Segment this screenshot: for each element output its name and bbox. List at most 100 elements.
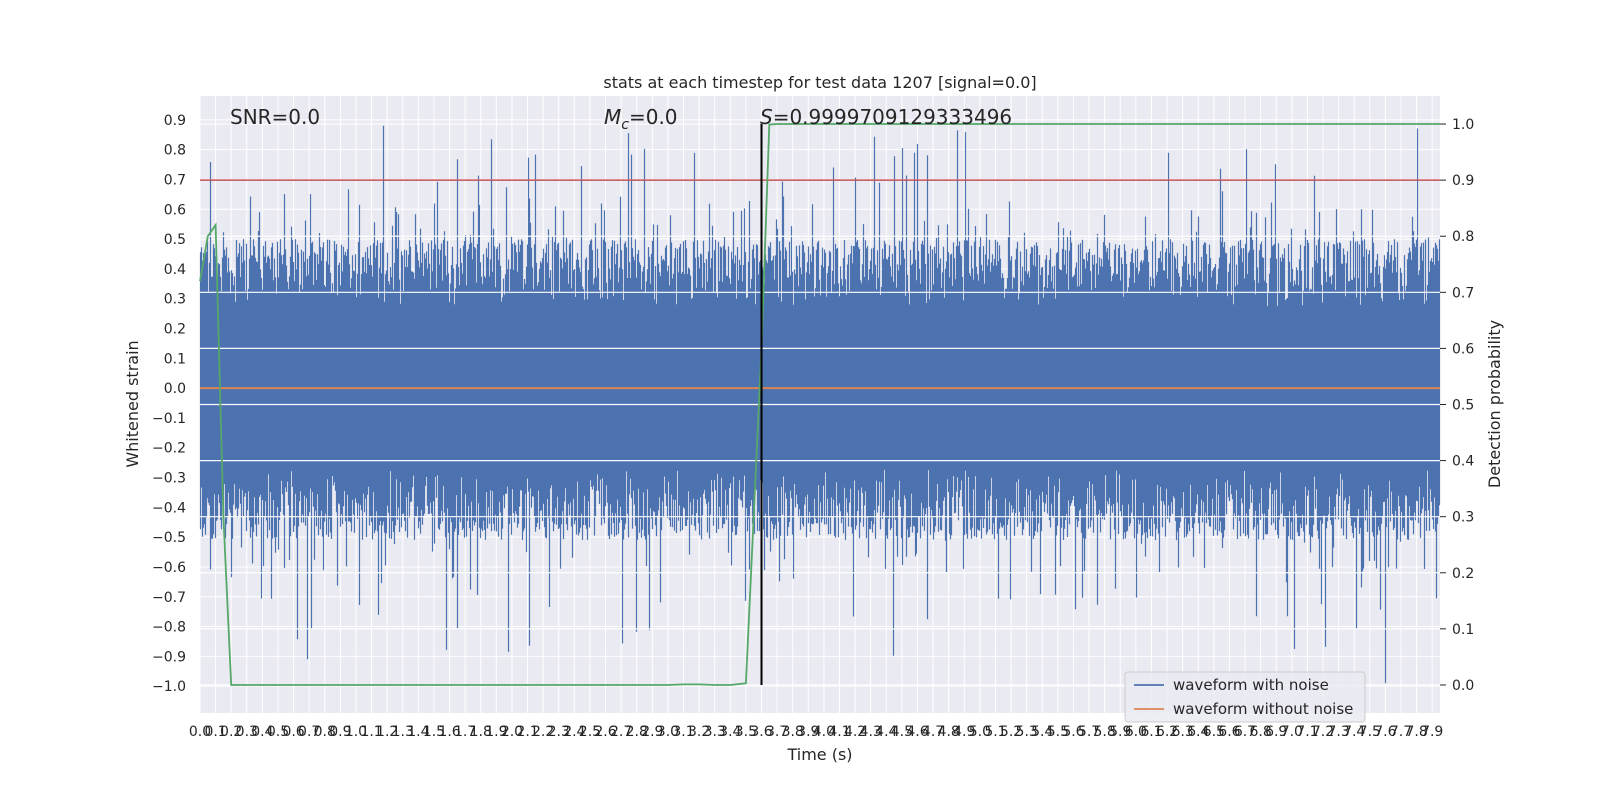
x-tick-label: 2.8 <box>626 724 648 740</box>
y-right-tick-label: 0.9 <box>1452 173 1474 189</box>
x-axis-label: Time (s) <box>786 745 852 764</box>
x-tick-label: 1.6 <box>438 724 460 740</box>
y-tick-label: −0.2 <box>152 441 186 457</box>
x-tick-label: 7.2 <box>1312 724 1334 740</box>
legend: waveform with noise waveform without noi… <box>1124 671 1366 723</box>
legend-label-noise: waveform with noise <box>1173 676 1329 694</box>
x-tick-label: 6.8 <box>1249 724 1271 740</box>
mc-annotation: Mc=0.0 <box>604 105 678 133</box>
y-axis-label: Whitened strain <box>123 340 142 467</box>
x-tick-label: 4.5 <box>891 724 913 740</box>
x-tick-label: 0.3 <box>236 724 258 740</box>
legend-box <box>1124 671 1366 723</box>
y-tick-label: −0.4 <box>152 500 186 516</box>
x-tick-label: 6.9 <box>1265 724 1287 740</box>
x-tick-label: 1.0 <box>345 724 367 740</box>
x-tick-label: 0.7 <box>298 724 320 740</box>
x-tick-label: 5.0 <box>969 724 991 740</box>
x-tick-label: 6.3 <box>1172 724 1194 740</box>
x-tick-label: 7.9 <box>1421 724 1443 740</box>
legend-label-clean: waveform without noise <box>1173 700 1353 718</box>
x-tick-label: 5.1 <box>984 724 1006 740</box>
x-tick-label: 3.7 <box>766 724 788 740</box>
x-tick-label: 3.0 <box>657 724 679 740</box>
x-tick-label: 7.6 <box>1374 724 1396 740</box>
x-tick-label: 3.8 <box>782 724 804 740</box>
y-tick-label: 0.2 <box>164 321 186 337</box>
x-tick-label: 6.2 <box>1156 724 1178 740</box>
y-right-tick-label: 0.2 <box>1452 566 1474 582</box>
x-tick-label: 2.2 <box>532 724 554 740</box>
x-tick-label: 2.7 <box>610 724 632 740</box>
x-tick-label: 6.0 <box>1125 724 1147 740</box>
x-tick-label: 7.0 <box>1281 724 1303 740</box>
x-tick-label: 5.8 <box>1094 724 1116 740</box>
mc-value: =0.0 <box>629 105 678 129</box>
y-right-tick-label: 0.8 <box>1452 229 1474 245</box>
y-right-tick-label: 0.1 <box>1452 622 1474 638</box>
y-tick-label: 0.4 <box>164 262 186 278</box>
y-tick-label: −0.7 <box>152 590 186 606</box>
x-tick-label: 2.9 <box>641 724 663 740</box>
x-tick-label: 6.1 <box>1140 724 1162 740</box>
y-right-tick-label: 0.7 <box>1452 285 1474 301</box>
y-right-tick-label: 0.0 <box>1452 678 1474 694</box>
mc-symbol: M <box>604 105 621 129</box>
x-tick-label: 2.5 <box>579 724 601 740</box>
x-tick-label: 7.4 <box>1343 724 1365 740</box>
x-tick-label: 2.4 <box>563 724 585 740</box>
x-tick-label: 4.6 <box>906 724 928 740</box>
s-value: =0.9999709129333496 <box>773 105 1012 129</box>
y-tick-label: −0.9 <box>152 649 186 665</box>
y-tick-label: 0.0 <box>164 381 186 397</box>
y-right-axis-label: Detection probability <box>1485 320 1504 488</box>
x-tick-label: 4.7 <box>922 724 944 740</box>
mc-subscript: c <box>621 117 629 133</box>
x-tick-label: 1.2 <box>376 724 398 740</box>
x-tick-label: 7.8 <box>1405 724 1427 740</box>
x-tick-label: 3.9 <box>797 724 819 740</box>
x-tick-label: 7.3 <box>1327 724 1349 740</box>
x-tick-label: 4.2 <box>844 724 866 740</box>
y-tick-label: 0.1 <box>164 351 186 367</box>
y-tick-label: 0.3 <box>164 292 186 308</box>
y-tick-label: −0.5 <box>152 530 186 546</box>
x-tick-label: 3.5 <box>735 724 757 740</box>
detection-probability-line <box>199 123 1440 686</box>
x-tick-label: 3.3 <box>704 724 726 740</box>
snr-annotation: SNR=0.0 <box>230 105 320 129</box>
x-tick-label: 0.0 <box>189 724 211 740</box>
x-tick-label: 4.8 <box>938 724 960 740</box>
x-tick-label: 3.2 <box>688 724 710 740</box>
y-tick-label: −0.8 <box>152 620 186 636</box>
x-tick-label: 2.6 <box>594 724 616 740</box>
x-tick-label: 7.1 <box>1296 724 1318 740</box>
x-tick-label: 5.2 <box>1000 724 1022 740</box>
overlay-lines <box>199 123 1440 686</box>
x-tick-label: 5.5 <box>1047 724 1069 740</box>
x-tick-label: 7.5 <box>1359 724 1381 740</box>
x-tick-label: 3.4 <box>719 724 741 740</box>
x-tick-label: 5.7 <box>1078 724 1100 740</box>
x-tick-label: 3.6 <box>750 724 772 740</box>
x-tick-label: 4.3 <box>860 724 882 740</box>
x-tick-label: 5.6 <box>1062 724 1084 740</box>
x-tick-label: 7.7 <box>1390 724 1412 740</box>
x-tick-label: 1.9 <box>485 724 507 740</box>
x-tick-label: 1.8 <box>470 724 492 740</box>
y-tick-label: −1.0 <box>152 679 186 695</box>
x-tick-label: 0.5 <box>267 724 289 740</box>
x-tick-label: 3.1 <box>672 724 694 740</box>
x-tick-label: 0.8 <box>314 724 336 740</box>
x-tick-label: 4.4 <box>875 724 897 740</box>
y-right-tick-label: 1.0 <box>1452 117 1474 133</box>
y-tick-label: 0.9 <box>164 113 186 129</box>
x-tick-label: 4.1 <box>828 724 850 740</box>
x-tick-label: 4.0 <box>813 724 835 740</box>
x-tick-label: 1.1 <box>360 724 382 740</box>
x-tick-label: 6.6 <box>1218 724 1240 740</box>
x-tick-label: 6.7 <box>1234 724 1256 740</box>
x-tick-label: 2.3 <box>548 724 570 740</box>
